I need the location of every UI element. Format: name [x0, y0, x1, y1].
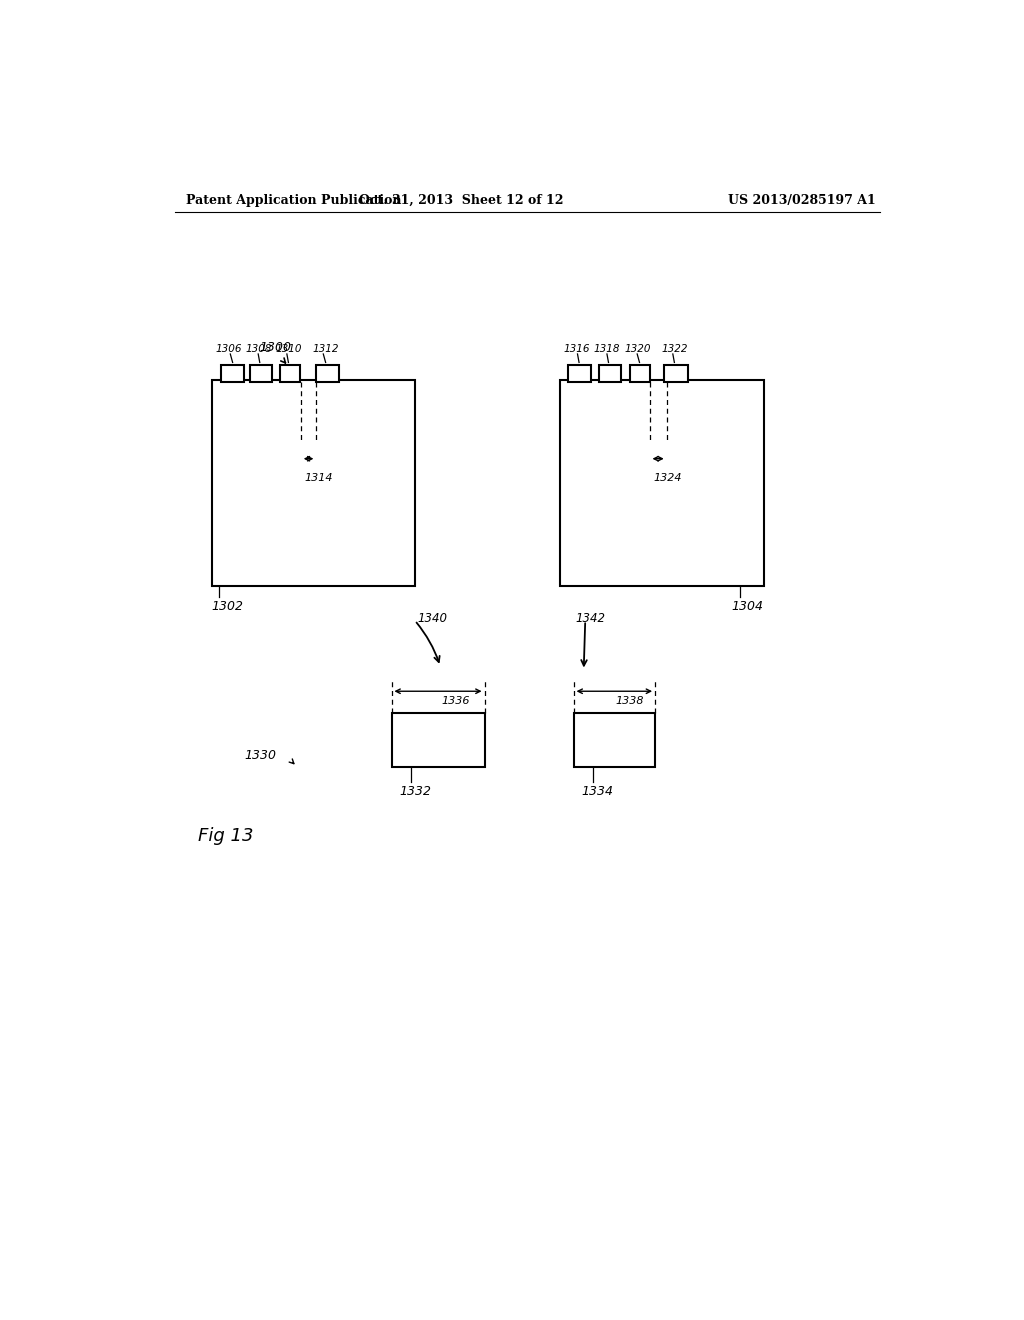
Text: 1332: 1332 [399, 785, 431, 797]
Text: 1330: 1330 [245, 748, 276, 762]
Text: 1312: 1312 [312, 343, 339, 354]
Bar [280, 364, 300, 381]
Text: 1338: 1338 [615, 696, 644, 706]
Text: US 2013/0285197 A1: US 2013/0285197 A1 [728, 194, 877, 207]
Bar [212, 380, 415, 586]
Text: 1320: 1320 [625, 343, 651, 354]
Text: 1300: 1300 [260, 341, 292, 354]
Text: 1336: 1336 [442, 696, 470, 706]
Text: 1318: 1318 [594, 343, 621, 354]
Text: 1342: 1342 [575, 612, 605, 626]
Bar [315, 364, 339, 381]
Text: 1306: 1306 [216, 343, 242, 354]
Text: 1302: 1302 [212, 601, 244, 612]
Text: Fig 13: Fig 13 [198, 828, 253, 845]
Text: 1304: 1304 [731, 601, 763, 612]
Bar [221, 364, 245, 381]
Bar [391, 713, 484, 767]
Text: 1334: 1334 [582, 785, 613, 797]
Text: 1310: 1310 [275, 343, 302, 354]
Bar [599, 364, 621, 381]
Bar [560, 380, 764, 586]
Text: Patent Application Publication: Patent Application Publication [186, 194, 401, 207]
Text: 1340: 1340 [417, 612, 447, 626]
Bar [568, 364, 592, 381]
Bar [665, 364, 687, 381]
Text: 1316: 1316 [563, 343, 590, 354]
Text: 1324: 1324 [653, 473, 682, 483]
Text: 1308: 1308 [246, 343, 272, 354]
Text: 1314: 1314 [305, 473, 333, 483]
Bar [251, 364, 272, 381]
Text: Oct. 31, 2013  Sheet 12 of 12: Oct. 31, 2013 Sheet 12 of 12 [359, 194, 563, 207]
Bar [573, 713, 655, 767]
Text: 1322: 1322 [662, 343, 688, 354]
Bar [630, 364, 650, 381]
